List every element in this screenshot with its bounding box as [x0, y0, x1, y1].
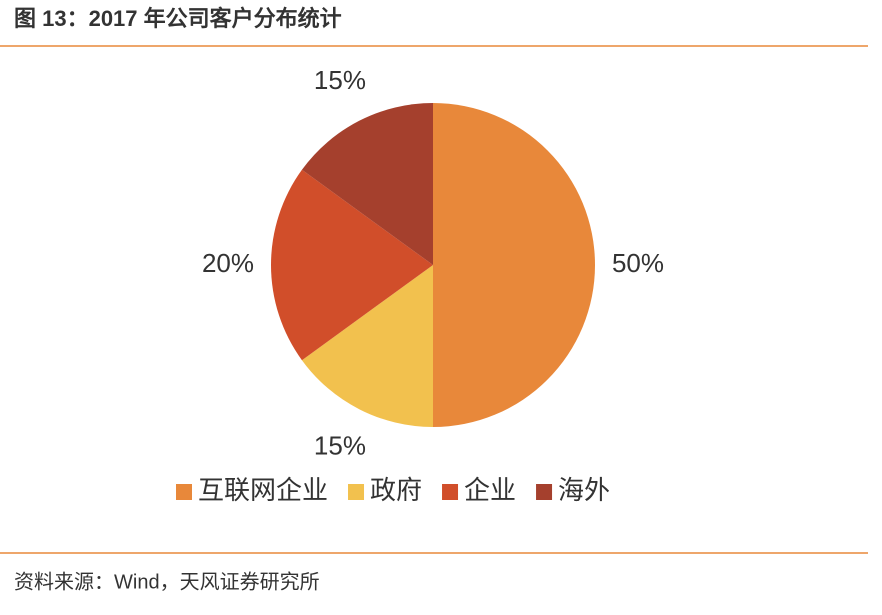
legend-swatch — [176, 484, 192, 500]
chart-title: 图 13：2017 年公司客户分布统计 — [14, 6, 342, 31]
legend-label: 政府 — [370, 475, 422, 505]
pie-slice — [301, 265, 433, 427]
legend-swatch — [442, 484, 459, 500]
data-label: 20% — [202, 248, 254, 278]
legend-label: 互联网企业 — [198, 475, 328, 505]
pie-slice — [271, 169, 433, 361]
legend-label: 企业 — [464, 475, 516, 505]
pie-slice — [433, 103, 595, 427]
legend-label: 海外 — [558, 475, 610, 505]
source-note: 资料来源：Wind，天风证券研究所 — [14, 570, 320, 593]
data-label: 15% — [314, 431, 366, 461]
legend-swatch — [348, 484, 365, 500]
data-label: 15% — [314, 65, 366, 95]
pie-slice — [301, 103, 433, 265]
legend-swatch — [536, 484, 553, 500]
data-label: 50% — [612, 248, 664, 278]
